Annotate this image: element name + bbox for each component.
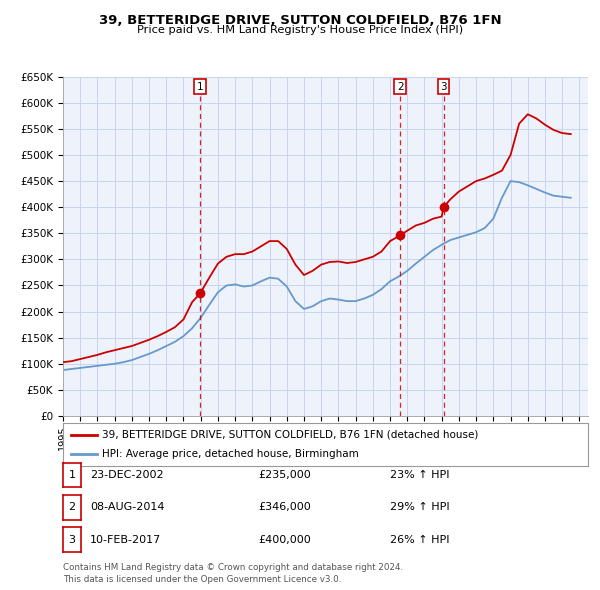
- Text: Price paid vs. HM Land Registry's House Price Index (HPI): Price paid vs. HM Land Registry's House …: [137, 25, 463, 35]
- Text: 08-AUG-2014: 08-AUG-2014: [90, 503, 164, 512]
- Text: 1: 1: [197, 82, 203, 92]
- Text: 2: 2: [397, 82, 404, 92]
- Text: 29% ↑ HPI: 29% ↑ HPI: [390, 503, 449, 512]
- Text: 1: 1: [68, 470, 76, 480]
- Text: 10-FEB-2017: 10-FEB-2017: [90, 535, 161, 545]
- Text: 3: 3: [440, 82, 447, 92]
- Text: 3: 3: [68, 535, 76, 545]
- Text: 39, BETTERIDGE DRIVE, SUTTON COLDFIELD, B76 1FN: 39, BETTERIDGE DRIVE, SUTTON COLDFIELD, …: [98, 14, 502, 27]
- Text: 26% ↑ HPI: 26% ↑ HPI: [390, 535, 449, 545]
- Text: £400,000: £400,000: [258, 535, 311, 545]
- Text: HPI: Average price, detached house, Birmingham: HPI: Average price, detached house, Birm…: [103, 450, 359, 460]
- Text: 39, BETTERIDGE DRIVE, SUTTON COLDFIELD, B76 1FN (detached house): 39, BETTERIDGE DRIVE, SUTTON COLDFIELD, …: [103, 430, 479, 440]
- Text: 23-DEC-2002: 23-DEC-2002: [90, 470, 164, 480]
- Text: 2: 2: [68, 503, 76, 512]
- Text: Contains HM Land Registry data © Crown copyright and database right 2024.
This d: Contains HM Land Registry data © Crown c…: [63, 563, 403, 584]
- Text: £346,000: £346,000: [258, 503, 311, 512]
- Text: 23% ↑ HPI: 23% ↑ HPI: [390, 470, 449, 480]
- Text: £235,000: £235,000: [258, 470, 311, 480]
